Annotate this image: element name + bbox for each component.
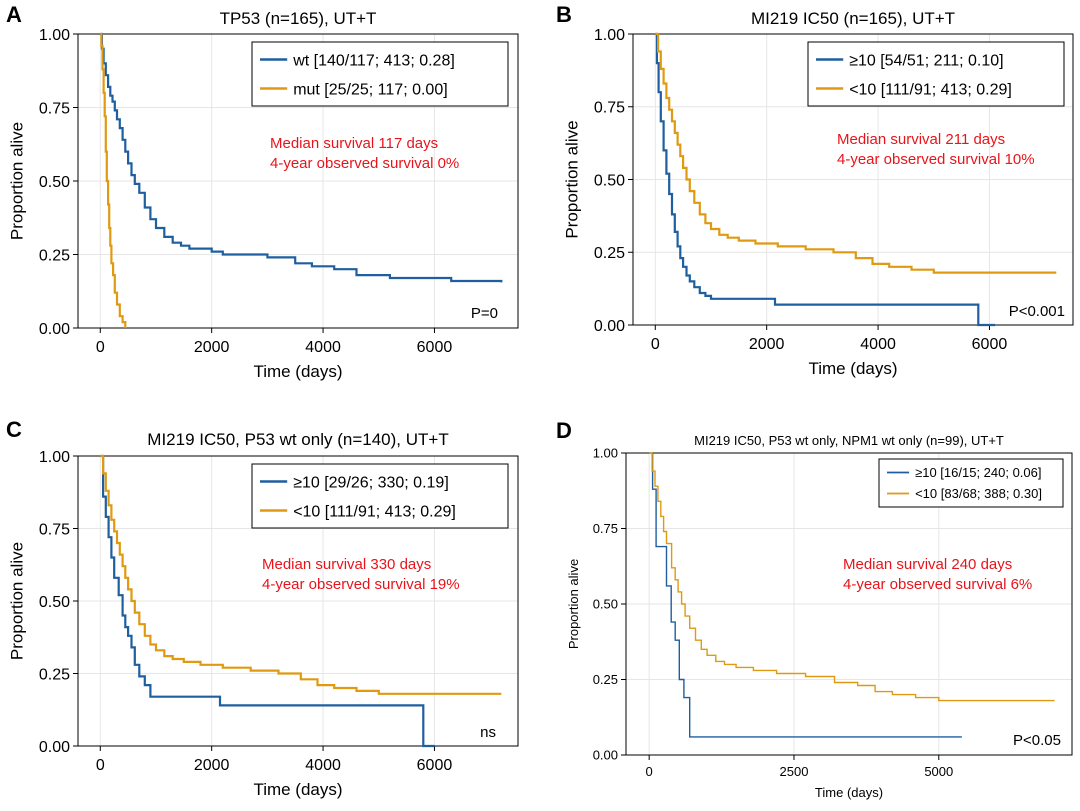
legend-box	[807, 41, 1065, 107]
panel-b: B MI219 IC50 (n=165), UT+T 0 2000 4000 6000 0.…	[556, 2, 1074, 378]
legend-entry: <10 [111/91; 413; 0.29]	[849, 81, 1012, 98]
x-tick-label: 0	[651, 336, 660, 353]
legend-entry: ≥10 [16/15; 240; 0.06]	[915, 465, 1041, 480]
y-tick-label: 0.00	[39, 321, 70, 338]
survival-curve-high	[100, 454, 435, 748]
survival-curve-high	[649, 452, 962, 738]
panel-label: D	[556, 418, 572, 443]
median-survival-annotation: Median survival 211 days	[837, 131, 1005, 148]
y-tick-label: 0.75	[39, 100, 70, 117]
legend-entry: wt [140/117; 413; 0.28]	[292, 52, 455, 69]
y-tick-label: 1.00	[39, 27, 70, 44]
x-axis-label: Time (days)	[808, 359, 897, 378]
y-tick-label: 0.25	[593, 672, 618, 687]
y-axis-label: Proportion alive	[7, 122, 26, 240]
legend-entry: <10 [83/68; 388; 0.30]	[915, 486, 1042, 501]
survival-curve-low	[100, 454, 502, 695]
x-tick-label: 2000	[194, 757, 230, 774]
y-axis-label: Proportion alive	[7, 542, 26, 660]
x-axis-label: Time (days)	[815, 785, 883, 800]
x-tick-label: 6000	[417, 339, 453, 356]
y-tick-label: 0.00	[594, 318, 625, 335]
p-value: P=0	[471, 305, 498, 322]
panel-label: C	[6, 417, 22, 442]
y-tick-label: 0.75	[593, 521, 618, 536]
legend-box	[878, 458, 1064, 508]
median-survival-annotation: 4-year observed survival 10%	[837, 151, 1035, 168]
panel-d: D MI219 IC50, P53 wt only, NPM1 wt only (…	[556, 418, 1073, 800]
y-tick-label: 0.50	[39, 594, 70, 611]
x-tick-label: 2000	[194, 339, 230, 356]
x-tick-label: 0	[96, 339, 105, 356]
chart-title: MI219 IC50, P53 wt only (n=140), UT+T	[147, 430, 448, 449]
panel-label: A	[6, 2, 22, 27]
panel-c: C MI219 IC50, P53 wt only (n=140), UT+T 0 2…	[6, 417, 519, 799]
chart-title: MI219 IC50 (n=165), UT+T	[751, 9, 955, 28]
legend: ≥10 [54/51; 211; 0.10] <10 [111/91; 413; …	[807, 41, 1065, 107]
x-tick-label: 4000	[305, 339, 341, 356]
legend: wt [140/117; 413; 0.28] mut [25/25; 117; …	[251, 41, 509, 107]
x-tick-label: 0	[646, 764, 653, 779]
survival-curve-high	[100, 32, 503, 283]
x-tick-label: 0	[96, 757, 105, 774]
median-survival-annotation: Median survival 330 days	[262, 556, 431, 573]
median-survival-annotation: Median survival 117 days	[270, 135, 438, 152]
y-tick-label: 0.75	[39, 521, 70, 538]
median-survival-annotation: Median survival 240 days	[843, 556, 1012, 573]
p-value: P<0.001	[1009, 303, 1065, 320]
y-tick-label: 0.25	[594, 245, 625, 262]
median-survival-annotation: 4-year observed survival 6%	[843, 576, 1032, 593]
y-tick-label: 0.75	[594, 100, 625, 117]
legend: ≥10 [29/26; 330; 0.19] <10 [111/91; 413; …	[251, 463, 509, 529]
x-tick-label: 6000	[972, 336, 1008, 353]
legend-box	[251, 41, 509, 107]
legend-box	[251, 463, 509, 529]
p-value: P<0.05	[1013, 732, 1061, 749]
y-axis-label: Proportion alive	[562, 120, 581, 238]
x-axis-label: Time (days)	[253, 362, 342, 381]
x-tick-label: 2500	[780, 764, 809, 779]
y-tick-label: 0.25	[39, 247, 70, 264]
panel-a: A TP53 (n=165), UT+T 0 2000 4000 6000 0.00 0.25…	[6, 2, 519, 381]
survival-curve-high	[655, 32, 995, 327]
survival-curve-low	[649, 452, 1055, 702]
chart-title: TP53 (n=165), UT+T	[220, 9, 377, 28]
median-survival-annotation: 4-year observed survival 19%	[262, 576, 460, 593]
y-tick-label: 0.25	[39, 666, 70, 683]
y-tick-label: 1.00	[39, 449, 70, 466]
legend-entry: <10 [111/91; 413; 0.29]	[293, 503, 456, 520]
survival-curve-low	[100, 32, 127, 328]
legend-entry: ≥10 [29/26; 330; 0.19]	[293, 474, 449, 491]
y-axis-label: Proportion alive	[566, 559, 581, 649]
legend-entry: mut [25/25; 117; 0.00]	[293, 81, 447, 98]
y-tick-label: 0.00	[593, 748, 618, 763]
x-axis-label: Time (days)	[253, 780, 342, 799]
p-value: ns	[480, 724, 496, 741]
x-tick-label: 4000	[305, 757, 341, 774]
y-tick-label: 0.00	[39, 739, 70, 756]
x-tick-label: 2000	[749, 336, 785, 353]
x-tick-label: 6000	[417, 757, 453, 774]
chart-title: MI219 IC50, P53 wt only, NPM1 wt only (n…	[694, 433, 1004, 448]
y-tick-label: 1.00	[594, 27, 625, 44]
y-tick-label: 0.50	[593, 597, 618, 612]
x-tick-label: 5000	[924, 764, 953, 779]
y-tick-label: 1.00	[593, 446, 618, 461]
survival-curve-low	[655, 32, 1057, 274]
y-tick-label: 0.50	[594, 172, 625, 189]
legend-entry: ≥10 [54/51; 211; 0.10]	[849, 52, 1003, 69]
x-tick-label: 4000	[860, 336, 896, 353]
median-survival-annotation: 4-year observed survival 0%	[270, 155, 459, 172]
panel-label: B	[556, 2, 572, 27]
legend: ≥10 [16/15; 240; 0.06] <10 [83/68; 388; 0…	[878, 458, 1064, 508]
y-tick-label: 0.50	[39, 174, 70, 191]
